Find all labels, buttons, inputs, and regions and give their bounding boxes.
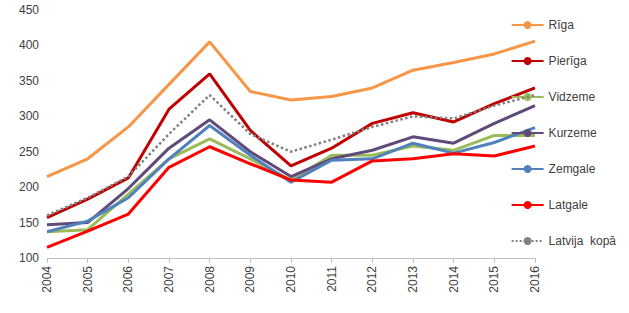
svg-text:300: 300 xyxy=(19,109,39,123)
svg-text:350: 350 xyxy=(19,74,39,88)
svg-text:200: 200 xyxy=(19,180,39,194)
svg-text:400: 400 xyxy=(19,38,39,52)
svg-text:Kurzeme: Kurzeme xyxy=(549,126,597,140)
svg-text:2009: 2009 xyxy=(243,266,257,293)
svg-text:Latvija kopā: Latvija kopā xyxy=(549,234,617,248)
svg-text:2011: 2011 xyxy=(325,266,339,292)
svg-text:2010: 2010 xyxy=(284,266,298,293)
svg-text:150: 150 xyxy=(19,216,39,230)
svg-text:Pierīga: Pierīga xyxy=(549,54,587,68)
svg-text:2015: 2015 xyxy=(487,266,501,293)
svg-text:2012: 2012 xyxy=(365,266,379,293)
svg-text:250: 250 xyxy=(19,145,39,159)
svg-text:Latgale: Latgale xyxy=(549,198,589,212)
svg-text:2013: 2013 xyxy=(406,266,420,293)
svg-text:Vidzeme: Vidzeme xyxy=(549,90,596,104)
svg-text:2008: 2008 xyxy=(203,266,217,293)
svg-text:2016: 2016 xyxy=(528,266,542,293)
svg-text:2007: 2007 xyxy=(162,266,176,293)
svg-text:2004: 2004 xyxy=(40,266,54,293)
svg-text:Zemgale: Zemgale xyxy=(549,162,596,176)
svg-text:100: 100 xyxy=(19,251,39,265)
svg-text:2014: 2014 xyxy=(447,266,461,293)
svg-text:450: 450 xyxy=(19,3,39,17)
svg-text:2005: 2005 xyxy=(81,266,95,293)
svg-text:2006: 2006 xyxy=(121,266,135,293)
svg-text:Rīga: Rīga xyxy=(549,18,575,32)
